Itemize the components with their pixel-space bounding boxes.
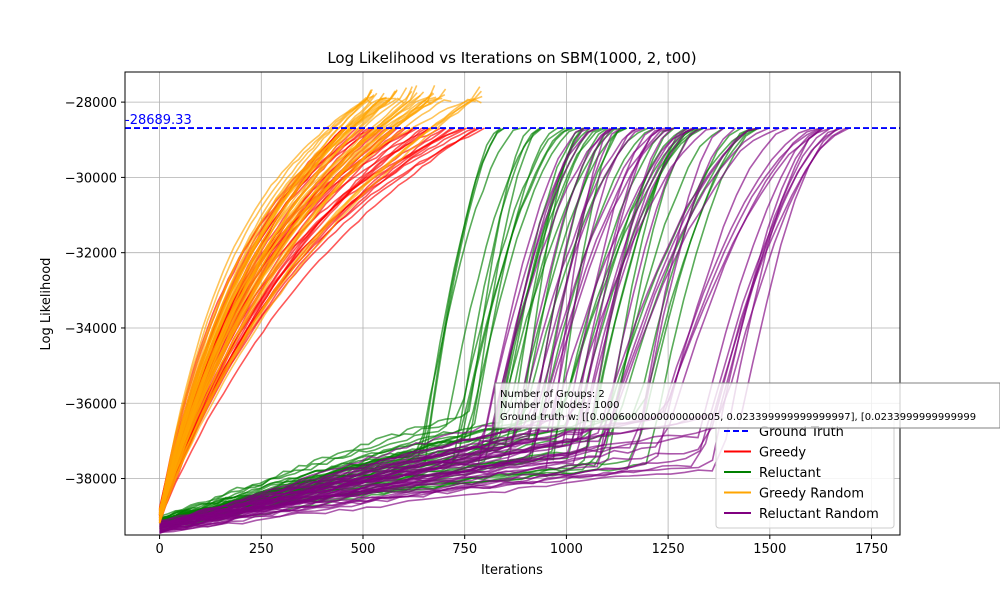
- run-line-reluctant-random: [159, 127, 813, 531]
- legend-entry: Ground Truth: [759, 425, 844, 440]
- run-line-greedy-random: [158, 89, 373, 521]
- legend-entry: Greedy: [759, 446, 806, 461]
- y-axis-label: Log Likelihood: [39, 258, 54, 351]
- run-line-reluctant-random: [159, 127, 696, 523]
- run-line-reluctant-random: [159, 127, 736, 532]
- run-line-reluctant-random: [159, 127, 824, 534]
- legend: Ground Truth Greedy Reluctant Greedy Random…: [715, 417, 895, 529]
- run-line-greedy: [158, 127, 479, 519]
- run-line-reluctant-random: [159, 127, 822, 524]
- info-ground-truth-w: Ground truth w: [[0.0006000000000000005,…: [500, 412, 976, 423]
- y-tick-label: −38000: [65, 473, 117, 488]
- x-tick-label: 1750: [855, 542, 888, 557]
- x-axis-label: Iterations: [481, 563, 543, 578]
- y-tick-label: −30000: [65, 171, 117, 186]
- info-box: Number of Groups: 2 Number of Nodes: 100…: [494, 382, 1000, 429]
- run-line-greedy-random: [158, 92, 385, 514]
- run-line-greedy: [158, 127, 485, 519]
- run-line-greedy-random: [158, 92, 435, 523]
- y-axis: −38000 −36000 −34000 −32000 −30000 −28000: [65, 96, 125, 488]
- x-tick-label: 1500: [753, 542, 786, 557]
- run-line-reluctant-random: [159, 127, 616, 529]
- x-tick-label: 0: [155, 542, 163, 557]
- y-tick-label: −34000: [65, 322, 117, 337]
- chart-title: Log Likelihood vs Iterations on SBM(1000…: [327, 49, 696, 67]
- x-tick-label: 250: [249, 542, 274, 557]
- legend-entry: Reluctant Random: [759, 507, 879, 522]
- run-line-reluctant-random: [159, 127, 666, 532]
- run-line-greedy-random: [158, 96, 387, 516]
- run-line-reluctant-random: [159, 127, 850, 530]
- run-line-reluctant-random: [159, 127, 762, 532]
- run-line-greedy-random: [158, 99, 432, 515]
- run-line-greedy-random: [158, 95, 483, 513]
- run-line-reluctant-random: [159, 127, 790, 533]
- y-tick-label: −36000: [65, 397, 117, 412]
- run-line-greedy-random: [158, 97, 390, 512]
- info-groups: Number of Groups: 2: [500, 389, 605, 400]
- x-tick-label: 1000: [550, 542, 583, 557]
- run-line-greedy: [158, 127, 481, 516]
- legend-entry: Greedy Random: [759, 487, 864, 502]
- x-tick-label: 500: [351, 542, 376, 557]
- info-nodes: Number of Nodes: 1000: [500, 400, 619, 411]
- x-tick-label: 750: [452, 542, 477, 557]
- run-line-reluctant: [159, 127, 558, 521]
- plot-frame: [124, 71, 901, 536]
- run-line-greedy-random: [158, 95, 374, 514]
- run-line-reluctant-random: [159, 127, 760, 531]
- run-line-greedy-random: [158, 98, 476, 511]
- run-line-greedy-random: [158, 92, 418, 520]
- ground-truth-value-label: -28689.33: [125, 113, 192, 128]
- x-axis: 0 250 500 750 1000 1250 1500 1750: [155, 535, 888, 557]
- run-line-greedy-random: [158, 96, 437, 512]
- x-tick-label: 1250: [652, 542, 685, 557]
- y-tick-label: −28000: [65, 96, 117, 111]
- info-box-frame: [494, 382, 1000, 429]
- run-line-reluctant: [159, 127, 574, 527]
- run-line-reluctant: [159, 127, 543, 518]
- run-line-greedy-random: [158, 91, 373, 524]
- legend-entry: Reluctant: [759, 466, 821, 481]
- y-tick-label: −32000: [65, 247, 117, 262]
